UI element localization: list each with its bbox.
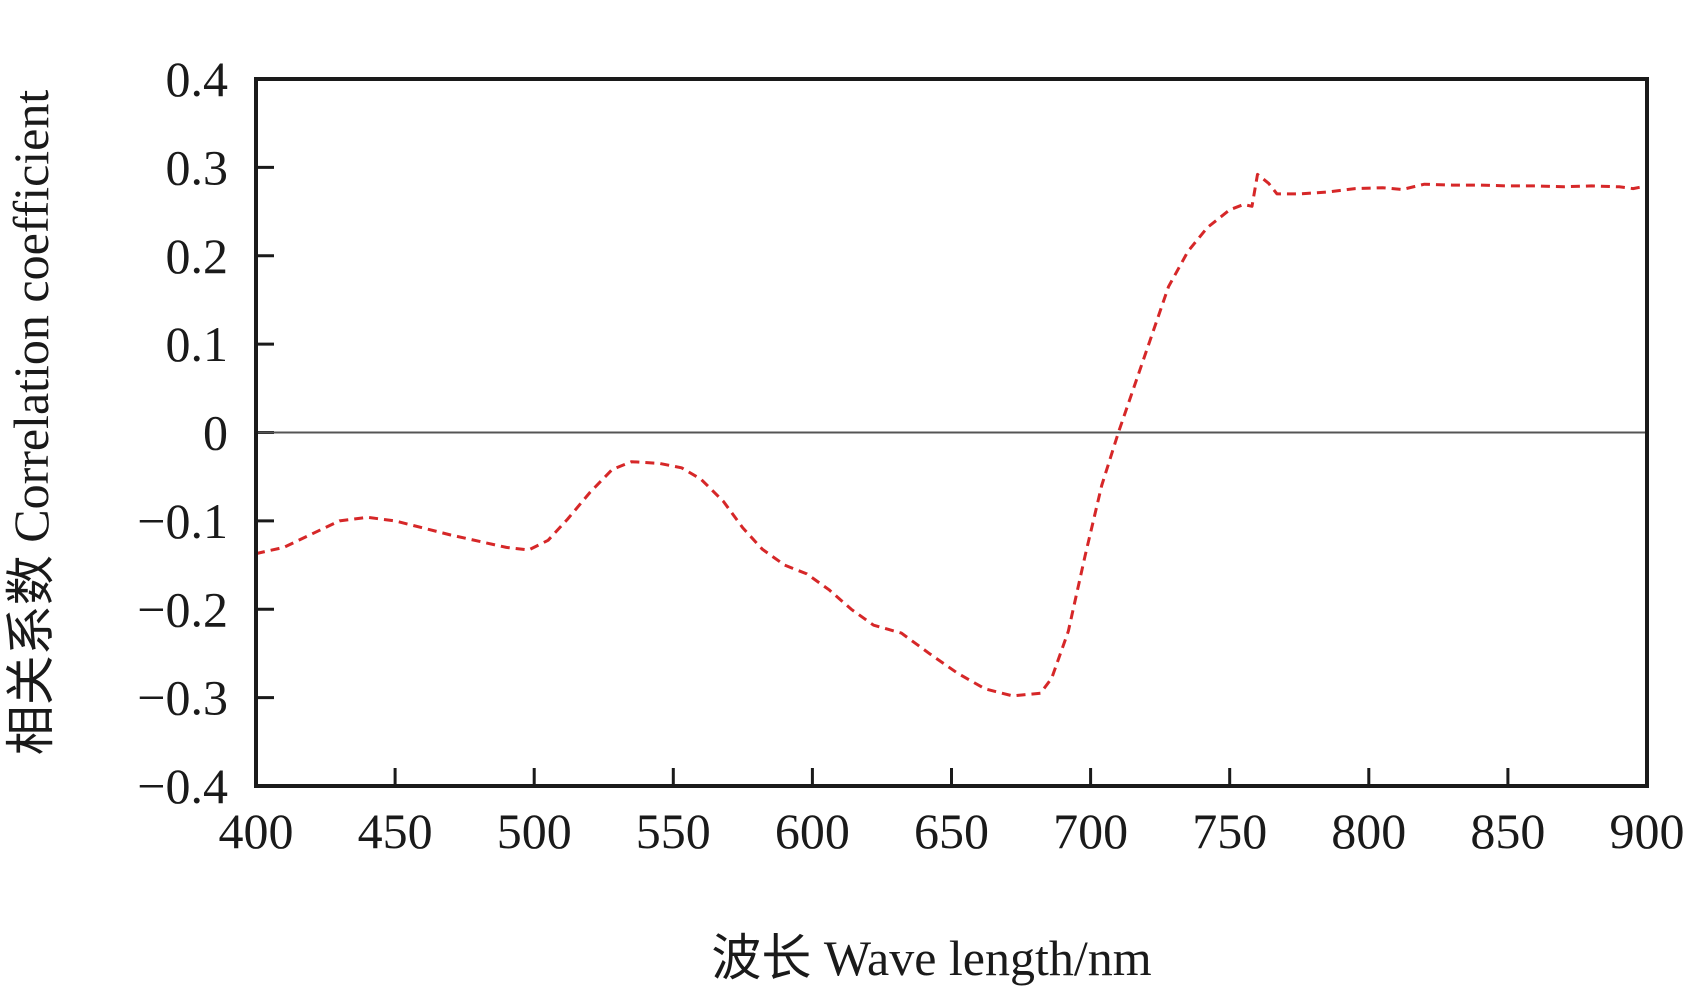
- y-tick-label: 0.3: [166, 139, 229, 195]
- x-tick-labels: 400 450 500 550 600 650 700 750 800 850 900: [219, 803, 1685, 859]
- series-line-0: [255, 172, 1648, 698]
- y-tick-label: 0.2: [166, 228, 229, 284]
- x-axis-title: 波长 Wave length/nm: [711, 930, 1151, 986]
- series-layer: [255, 172, 1648, 698]
- x-tick-label: 750: [1192, 803, 1267, 859]
- y-tick-label: −0.1: [137, 493, 228, 549]
- y-tick-label: −0.2: [137, 581, 228, 637]
- x-tick-marks: [254, 768, 1649, 786]
- x-tick-label: 900: [1610, 803, 1685, 859]
- x-tick-label: 800: [1331, 803, 1406, 859]
- y-tick-label: −0.4: [137, 758, 228, 814]
- y-tick-label: 0.4: [166, 51, 229, 107]
- x-tick-label: 650: [914, 803, 989, 859]
- x-tick-label: 600: [775, 803, 850, 859]
- y-tick-labels: 0.4 0.3 0.2 0.1 0 −0.1 −0.2 −0.3 −0.4: [137, 51, 228, 814]
- x-tick-label: 400: [219, 803, 294, 859]
- y-tick-label: 0.1: [166, 316, 229, 372]
- x-tick-label: 850: [1470, 803, 1545, 859]
- y-axis-title: 相关系数 Correlation coefficient: [3, 90, 59, 756]
- x-tick-label: 700: [1053, 803, 1128, 859]
- y-tick-label: −0.3: [137, 670, 228, 726]
- x-tick-label: 450: [358, 803, 433, 859]
- plot-frame: [254, 77, 1649, 788]
- x-tick-label: 500: [497, 803, 572, 859]
- x-tick-label: 550: [636, 803, 711, 859]
- y-tick-label: 0: [203, 405, 228, 461]
